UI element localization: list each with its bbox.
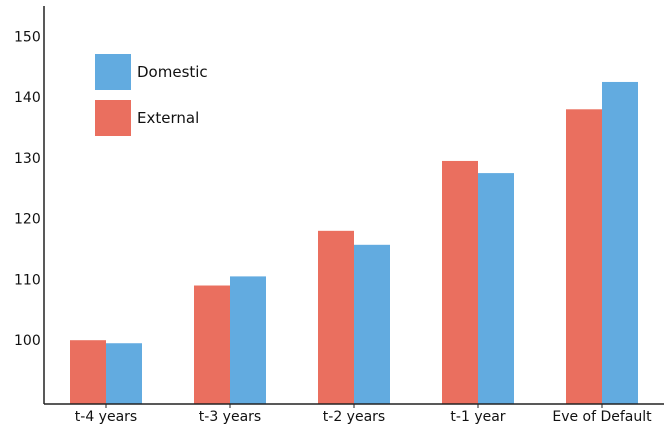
y-tick-label-120: 120 xyxy=(14,212,41,228)
y-tick-label-150: 150 xyxy=(14,29,41,45)
bar-domestic-eve-of-default xyxy=(602,81,638,405)
y-tick-label-130: 130 xyxy=(14,151,41,167)
bar-domestic-t-1-year xyxy=(478,173,514,404)
bar-external-t-4-years xyxy=(70,340,106,404)
legend-swatch-domestic xyxy=(95,54,131,90)
bar-domestic-t-3-years xyxy=(230,276,266,404)
bar-external-eve-of-default xyxy=(566,109,602,405)
bar-external-t-2-years xyxy=(318,230,354,404)
bars-group xyxy=(70,81,638,405)
legend-label-domestic: Domestic xyxy=(137,63,208,81)
y-tick-label-100: 100 xyxy=(14,333,41,349)
bar-domestic-t-4-years xyxy=(106,343,142,404)
y-ticks-group: 100 110 120 130 140 150 xyxy=(14,29,41,349)
x-tick-label-t-3-years: t-3 years xyxy=(199,409,261,425)
bar-domestic-t-2-years xyxy=(354,244,390,404)
x-tick-label-t-1-year: t-1 year xyxy=(450,409,505,425)
legend-swatch-external xyxy=(95,100,131,136)
bar-external-t-1-year xyxy=(442,160,478,404)
bar-external-t-3-years xyxy=(194,285,230,404)
legend: Domestic External xyxy=(95,54,208,136)
y-tick-label-110: 110 xyxy=(14,272,41,288)
x-ticks-group: t-4 years t-3 years t-2 years t-1 year Eve o… xyxy=(75,404,652,425)
x-tick-label-t-2-years: t-2 years xyxy=(323,409,385,425)
x-tick-label-eve-of-default: Eve of Default xyxy=(552,409,652,425)
x-tick-label-t-4-years: t-4 years xyxy=(75,409,137,425)
legend-label-external: External xyxy=(137,109,199,127)
y-tick-label-140: 140 xyxy=(14,90,41,106)
